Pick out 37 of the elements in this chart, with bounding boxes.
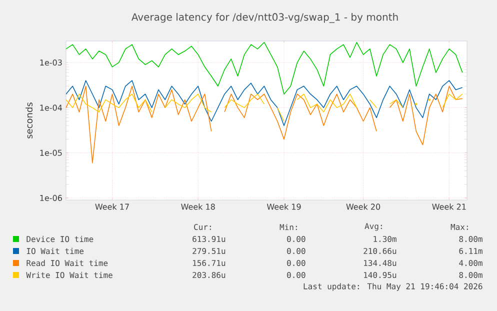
text: 0.00 — [287, 248, 306, 254]
text: 1.30m — [374, 236, 396, 242]
text: Min: — [280, 224, 297, 230]
y-axis-title: seconds — [26, 102, 33, 138]
text: 279.51u — [192, 248, 226, 254]
y-tick-label: 1e-06 — [40, 194, 62, 201]
x-tick-label: Week 21 — [432, 204, 466, 210]
x-tick-label: Week 19 — [266, 204, 301, 210]
text: 0.00 — [287, 272, 306, 278]
text: 6.11m — [459, 248, 482, 254]
text: 8.00m — [459, 272, 482, 278]
x-tick-label: Week 20 — [346, 204, 380, 210]
text: 140.95u — [364, 272, 396, 278]
text: 134.48u — [364, 260, 396, 266]
text: Last update: Thu May 21 19:46:04 2026 — [304, 283, 482, 291]
y-tick-label: 1e-05 — [40, 150, 62, 156]
x-tick-label: Week 17 — [95, 204, 129, 210]
text: 156.71u — [193, 260, 226, 266]
text: 613.91u — [192, 236, 226, 242]
text: 0.00 — [287, 236, 306, 242]
text: 0.00 — [287, 260, 306, 266]
text: Avg: — [364, 223, 382, 231]
x-tick-label: Week 18 — [181, 204, 215, 210]
line-series — [66, 42, 463, 94]
legend-label: Device IO time — [26, 236, 94, 242]
text: 203.86u — [192, 272, 226, 278]
y-tick-label: 1e-04 — [40, 104, 62, 111]
legend-label: Write IO Wait time — [26, 272, 112, 278]
text: Cur: — [194, 224, 211, 230]
text: 4.00m — [459, 260, 482, 266]
text: 8.00m — [459, 236, 482, 242]
legend-label: IO Wait time — [26, 248, 84, 254]
chart-title: Average latency for /dev/ntt03-vg/swap_1 - by month — [131, 13, 398, 23]
text: 210.66u — [364, 248, 396, 254]
text: Max: — [450, 224, 468, 230]
legend-label: Read IO Wait time — [26, 260, 108, 266]
y-tick-label: 1e-03 — [40, 60, 62, 66]
